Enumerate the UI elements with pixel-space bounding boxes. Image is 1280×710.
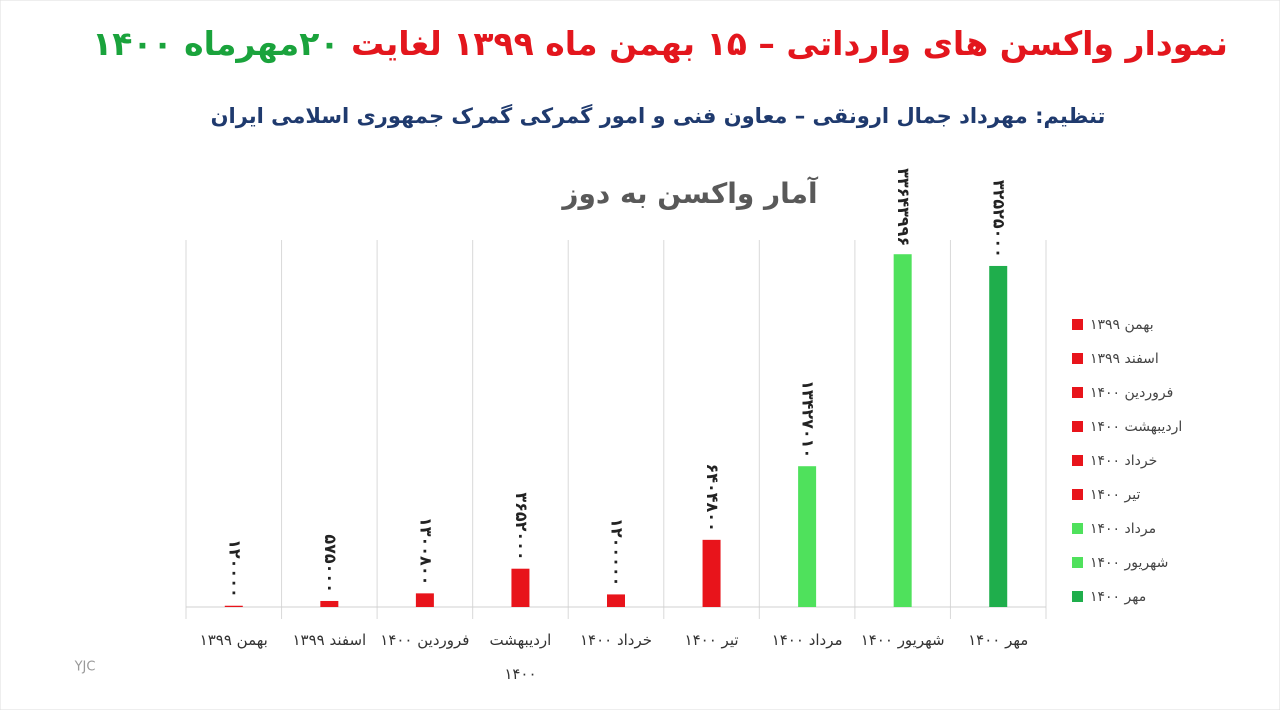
legend-label: اسفند ۱۳۹۹: [1090, 351, 1159, 367]
legend-swatch: [1072, 557, 1083, 568]
bar: [798, 466, 817, 607]
legend-label: بهمن ۱۳۹۹: [1090, 317, 1154, 333]
data-label: ۳۲۵۲۵۰۰۰: [990, 180, 1009, 258]
title-part: نمودار واکسن های وارداتی – ۱۵ بهمن ماه ۱…: [351, 24, 1228, 64]
data-label: ۱۲۰۰۰۰: [225, 539, 244, 598]
x-tick-label: تیر ۱۴۰۰: [684, 631, 739, 649]
legend-label: مهر ۱۴۰۰: [1090, 589, 1146, 605]
subtitle: تنظیم: مهرداد جمال ارونقی – معاون فنی و …: [211, 103, 1106, 128]
plot-title: آمار واکسن به دوز: [560, 176, 819, 210]
data-label: ۱۲۰۰۰۰۰: [608, 518, 627, 586]
data-label: ۶۴۰۴۸۰۰: [703, 463, 722, 531]
bar: [607, 594, 625, 607]
legend-swatch: [1072, 455, 1083, 466]
legend-swatch: [1072, 387, 1083, 398]
bar: [893, 254, 912, 607]
chart-title: نمودار واکسن های وارداتی – ۱۵ بهمن ماه ۱…: [92, 24, 1228, 64]
data-label: ۱۳۴۲۷۰۱۰: [799, 380, 818, 458]
x-tick-label: اردیبهشت ۱۴۰۰: [489, 631, 552, 683]
bar: [989, 265, 1008, 607]
x-tick-label: فروردین ۱۴۰۰: [380, 631, 470, 649]
bar: [415, 593, 434, 607]
x-tick-label: مرداد ۱۴۰۰: [771, 631, 843, 649]
legend-label: مرداد ۱۴۰۰: [1090, 521, 1156, 537]
bar: [320, 600, 339, 607]
legend-label: خرداد ۱۴۰۰: [1090, 453, 1157, 469]
legend-label: اردیبهشت ۱۴۰۰: [1090, 419, 1182, 435]
legend-swatch: [1072, 421, 1083, 432]
x-tick-label: اسفند ۱۳۹۹: [292, 631, 367, 649]
x-tick-label: شهریور ۱۴۰۰: [860, 631, 945, 649]
data-label: ۳۳۶۴۳۹۹۶: [894, 168, 913, 246]
legend-label: فروردین ۱۴۰۰: [1090, 385, 1173, 401]
legend-swatch: [1072, 523, 1083, 534]
legend-swatch: [1072, 353, 1083, 364]
data-label: ۵۷۵۰۰۰: [321, 534, 340, 593]
legend-swatch: [1072, 489, 1083, 500]
legend-label: تیر ۱۴۰۰: [1090, 487, 1140, 503]
data-label: ۳۶۵۲۰۰۰: [512, 492, 531, 560]
legend-swatch: [1072, 591, 1083, 602]
x-tick-label: خرداد ۱۴۰۰: [579, 631, 653, 649]
x-tick-label: بهمن ۱۳۹۹: [199, 631, 268, 649]
x-tick-label: مهر ۱۴۰۰: [968, 631, 1029, 649]
bar: [511, 568, 530, 607]
watermark: YJC: [74, 660, 96, 675]
data-label: ۱۳۰۰۸۰۰: [416, 517, 435, 585]
bar: [702, 539, 721, 607]
bar: [224, 605, 243, 607]
legend-swatch: [1072, 319, 1083, 330]
title-part: ۲۰مهرماه ۱۴۰۰: [92, 24, 339, 64]
legend-label: شهریور ۱۴۰۰: [1090, 555, 1168, 571]
